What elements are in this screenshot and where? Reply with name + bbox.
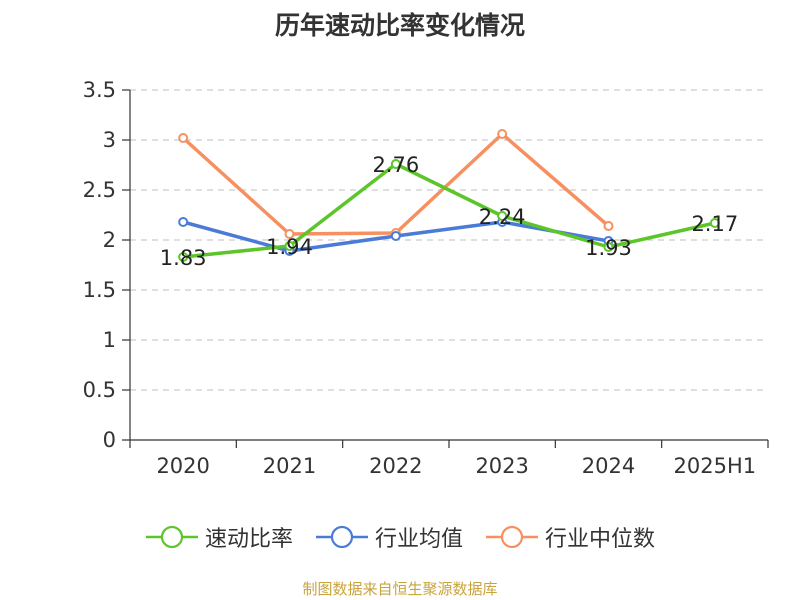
data-label: 1.93 [585,236,632,260]
chart-legend: 速动比率 行业均值 行业中位数 [0,520,800,554]
data-point [178,133,189,143]
y-tick-label: 2.5 [83,178,116,202]
y-tick-label: 3 [103,128,116,152]
legend-swatch-industry-median-icon [486,525,538,549]
legend-marker [500,525,524,549]
x-tick-label: 2020 [156,454,209,478]
data-point [390,231,401,241]
data-point [497,129,508,139]
data-label: 1.83 [160,246,207,270]
x-tick-label: 2023 [475,454,528,478]
data-label: 2.17 [691,212,738,236]
data-point [284,241,295,251]
data-point [603,242,614,252]
y-tick-label: 2 [103,228,116,252]
legend-item-industry-mean[interactable]: 行业均值 [315,521,463,553]
data-point [178,217,189,227]
series-line [181,132,611,236]
source-note: 制图数据来自恒生聚源数据库 [302,580,498,598]
legend-label-industry-median: 行业中位数 [545,527,656,552]
series-line [181,162,717,259]
data-label: 1.94 [266,235,313,259]
data-label: 2.24 [479,205,526,229]
y-tick-label: 3.5 [83,78,116,102]
legend-item-quick-ratio[interactable]: 速动比率 [145,521,293,553]
legend-marker [160,525,184,549]
data-point [284,229,295,239]
legend-item-industry-median[interactable]: 行业中位数 [485,521,655,553]
legend-marker [330,525,354,549]
x-tick-label: 2021 [263,454,316,478]
data-point [709,218,720,228]
x-tick-label: 2024 [582,454,635,478]
legend-label-quick-ratio: 速动比率 [204,527,293,552]
y-tick-label: 1.5 [83,278,116,302]
y-tick-label: 0 [103,428,116,452]
data-point [603,221,614,231]
x-tick-label: 2025H1 [674,454,757,478]
data-point [390,159,401,169]
chart-title: 历年速动比率变化情况 [274,11,525,40]
legend-label-industry-mean: 行业均值 [374,527,463,552]
x-tick-label: 2022 [369,454,422,478]
y-tick-label: 0.5 [83,378,116,402]
data-point [178,252,189,262]
legend-swatch-quick-ratio-icon [145,525,198,549]
data-point [497,211,508,221]
y-tick-label: 1 [103,328,116,352]
data-label: 2.76 [372,153,419,177]
legend-swatch-industry-mean-icon [315,525,368,549]
